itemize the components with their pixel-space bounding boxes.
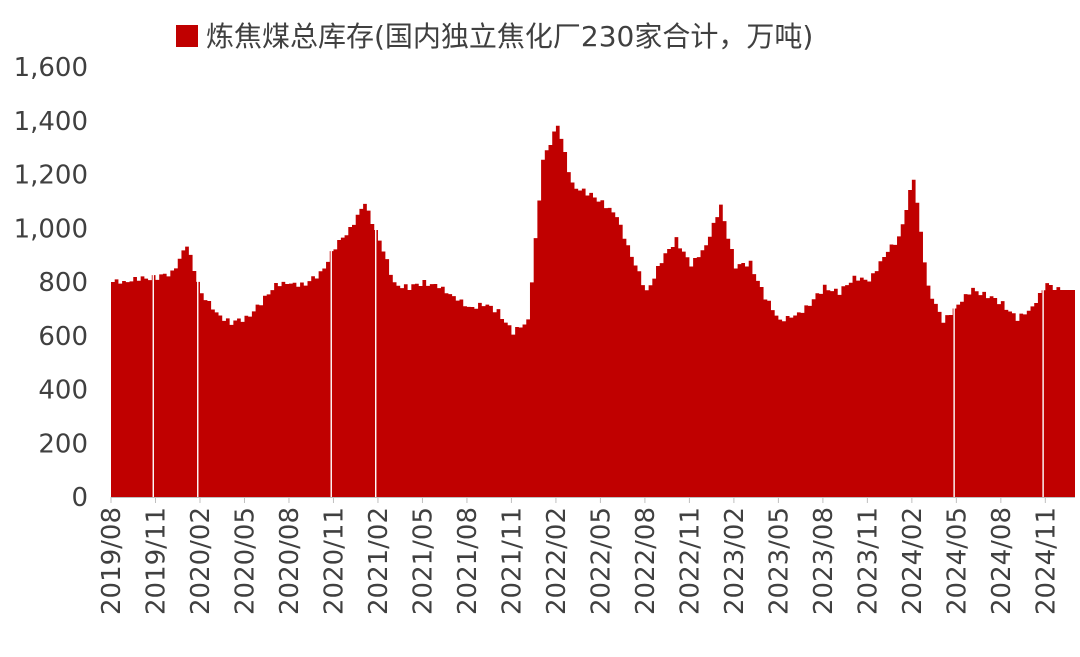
- x-tick-label: 2022/05: [586, 507, 616, 615]
- x-axis: 2019/08 2019/11 2020/02 2020/05 2020/08 2020/…: [97, 497, 1075, 615]
- x-tick-label: 2024/08: [987, 507, 1017, 615]
- series-area: [111, 125, 1075, 497]
- x-tick-label: 2020/02: [186, 507, 216, 615]
- x-tick-label: 2024/11: [1031, 507, 1061, 615]
- x-tick-label: 2021/05: [408, 507, 438, 615]
- y-tick-label: 400: [38, 376, 88, 406]
- x-tick-label: 2024/02: [898, 507, 928, 615]
- y-tick-label: 1,200: [14, 161, 88, 191]
- y-tick-label: 800: [38, 268, 88, 298]
- plot-area: [111, 67, 1075, 497]
- x-tick-label: 2021/02: [364, 507, 394, 615]
- x-tick-label: 2023/11: [853, 507, 883, 615]
- x-tick-label: 2020/08: [275, 507, 305, 615]
- x-tick-label: 2021/11: [497, 507, 527, 615]
- y-tick-label: 0: [71, 483, 88, 513]
- x-tick-label: 2021/08: [453, 507, 483, 615]
- x-tick-label: 2020/05: [230, 507, 260, 615]
- x-tick-label: 2022/11: [675, 507, 705, 615]
- x-tick-label: 2019/08: [97, 507, 127, 615]
- x-tick-label: 2024/05: [942, 507, 972, 615]
- x-tick-label: 2022/02: [542, 507, 572, 615]
- y-axis: 0 200 400 600 800 1,000 1,200 1,400 1,600: [14, 53, 88, 513]
- legend: 炼焦煤总库存(国内独立焦化厂230家合计，万吨): [176, 20, 813, 53]
- y-tick-label: 1,400: [14, 107, 88, 137]
- x-tick-label: 2023/08: [809, 507, 839, 615]
- y-tick-label: 200: [38, 429, 88, 459]
- legend-label: 炼焦煤总库存(国内独立焦化厂230家合计，万吨): [206, 20, 813, 53]
- y-tick-label: 1,000: [14, 214, 88, 244]
- x-tick-label: 2019/11: [141, 507, 171, 615]
- x-tick-label: 2022/08: [631, 507, 661, 615]
- y-tick-label: 600: [38, 322, 88, 352]
- x-tick-label: 2020/11: [319, 507, 349, 615]
- x-tick-label: 2023/02: [720, 507, 750, 615]
- x-tick-label: 2023/05: [764, 507, 794, 615]
- legend-swatch: [176, 25, 198, 47]
- y-tick-label: 1,600: [14, 53, 88, 83]
